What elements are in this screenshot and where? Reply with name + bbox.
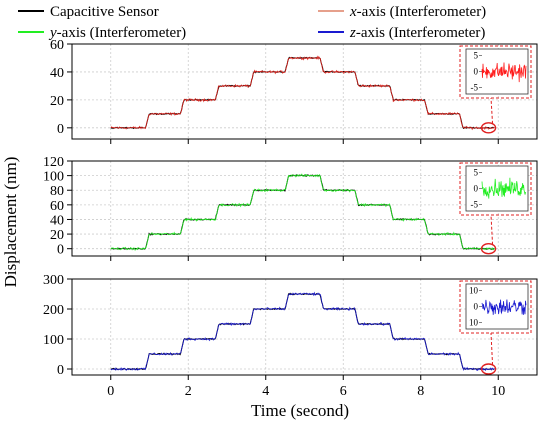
y-tick-label: 60 xyxy=(50,199,64,214)
legend-label: z-axis (Interferometer) xyxy=(349,25,485,41)
series-line-interferometer xyxy=(110,173,495,251)
plot-frame xyxy=(71,160,538,257)
y-axis-label: Displacement (nm) xyxy=(1,157,20,288)
panel-1: 5 0 -5 0 20 40 60 xyxy=(50,38,538,144)
x-tick-label: 8 xyxy=(417,384,424,399)
inset-plot xyxy=(465,48,529,95)
inset-tick-label: -5 xyxy=(471,200,479,210)
y-tick-label: 0 xyxy=(57,243,64,258)
y-tick-label: 60 xyxy=(50,38,64,53)
inset-tick-label: 10 xyxy=(469,318,479,328)
inset-frame xyxy=(459,162,532,216)
legend-item: x-axis (Interferometer) xyxy=(318,4,486,20)
x-axis-label: Time (second) xyxy=(251,401,349,420)
inset-series-line xyxy=(481,299,527,315)
plot-frame xyxy=(71,43,538,140)
y-tick-label: 0 xyxy=(57,363,64,378)
inset-tick-label: 10 xyxy=(469,285,479,295)
series-line-capacitive xyxy=(110,56,495,130)
series-line-interferometer xyxy=(110,291,495,372)
y-tick-label: 200 xyxy=(43,303,64,318)
y-tick-label: 0 xyxy=(57,122,64,137)
inset-tick-label: 0 xyxy=(474,67,479,77)
y-tick-label: 20 xyxy=(50,228,64,243)
series-line-capacitive xyxy=(110,174,495,250)
plot-frame xyxy=(71,278,538,376)
series-line-interferometer xyxy=(110,55,495,131)
zoom-circle xyxy=(480,242,497,255)
legend-item: Capacitive Sensor xyxy=(18,4,159,20)
zoom-circle xyxy=(480,122,497,134)
y-tick-label: 300 xyxy=(43,273,64,288)
legend-label: x-axis (Interferometer) xyxy=(349,4,486,20)
y-tick-label: 100 xyxy=(43,333,64,348)
y-tick-label: 20 xyxy=(50,94,64,109)
inset-series-line xyxy=(481,177,527,199)
y-tick-label: 40 xyxy=(50,66,64,81)
y-tick-label: 100 xyxy=(43,170,64,185)
y-tick-label: 40 xyxy=(50,213,64,228)
x-tick-label: 2 xyxy=(185,384,192,399)
y-tick-label: 120 xyxy=(43,155,64,170)
x-tick-label: 6 xyxy=(340,384,347,399)
zoom-connector xyxy=(490,332,494,366)
x-tick-label: 0 xyxy=(107,384,114,399)
x-tick-label: 4 xyxy=(262,384,269,399)
legend-item: y-axis (Interferometer) xyxy=(18,25,186,41)
legend-label: y-axis (Interferometer) xyxy=(48,25,186,41)
legend: Capacitive Sensor x-axis (Interferometer)… xyxy=(18,4,486,41)
inset-tick-label: 5 xyxy=(474,167,479,177)
inset-frame xyxy=(459,280,532,334)
x-tick-label: 10 xyxy=(491,384,505,399)
legend-label: Capacitive Sensor xyxy=(50,4,159,20)
legend-item: z-axis (Interferometer) xyxy=(318,25,485,41)
zoom-circle xyxy=(480,363,497,375)
series-line-capacitive xyxy=(110,292,495,371)
inset-series-line xyxy=(481,62,527,83)
inset-tick-label: 0 xyxy=(474,302,479,312)
inset-tick-label: 5 xyxy=(474,50,479,60)
inset-tick-label: -5 xyxy=(471,83,479,93)
y-tick-label: 80 xyxy=(50,184,64,199)
zoom-connector xyxy=(490,97,494,124)
inset-frame xyxy=(459,45,532,99)
inset-tick-label: 0 xyxy=(474,184,479,194)
